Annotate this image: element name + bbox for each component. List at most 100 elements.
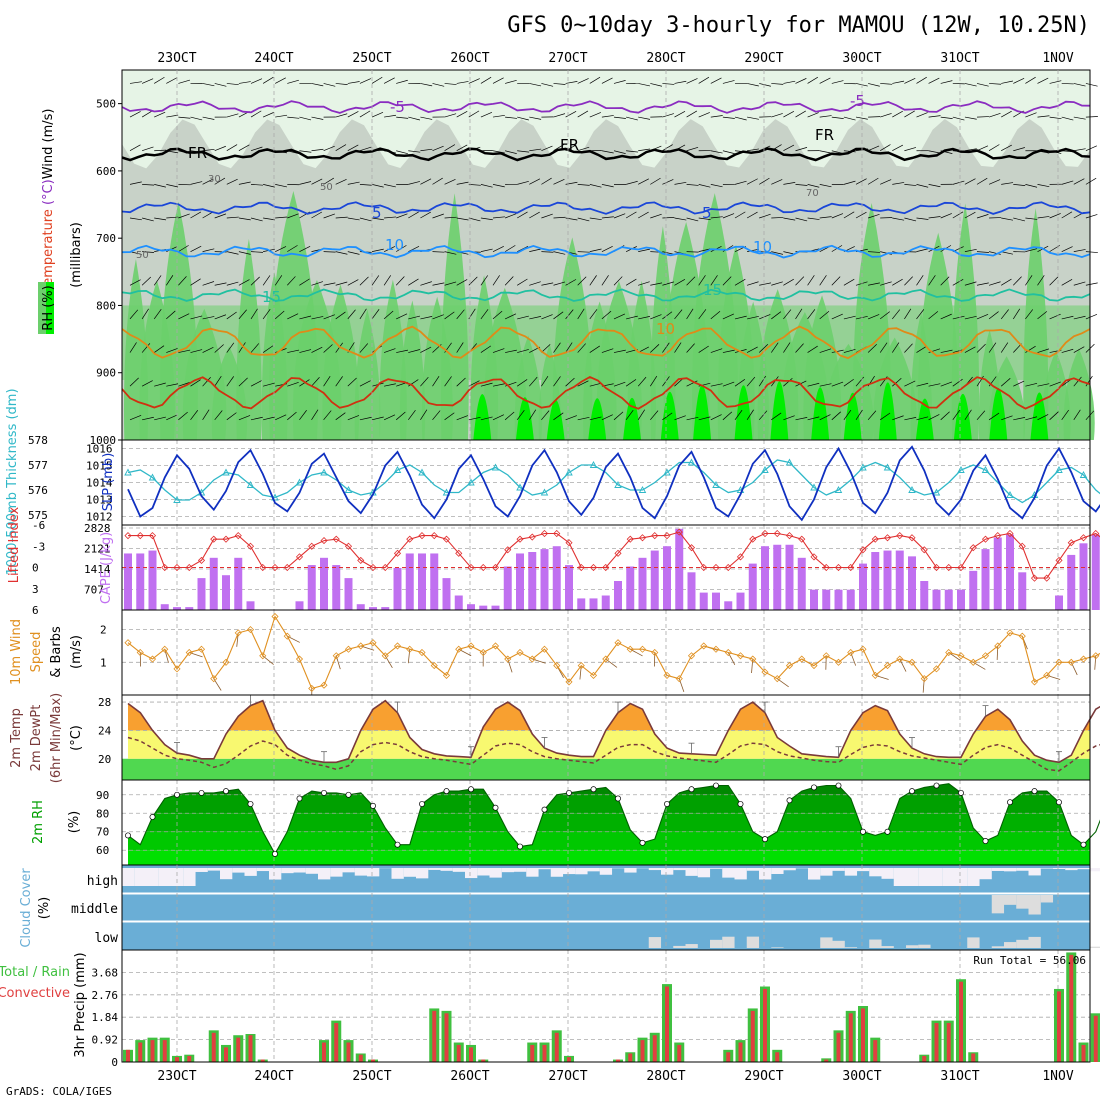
wind-barb (383, 310, 394, 320)
wind-barb (1073, 281, 1086, 286)
wind-barb (504, 313, 517, 320)
wind-barb (129, 144, 141, 152)
wind-barb (589, 345, 601, 353)
precip-convective-bar (481, 1059, 486, 1062)
wind-barb (843, 180, 856, 185)
wind-barb (674, 342, 682, 353)
wind-barb (625, 379, 637, 387)
cloud-low-patch (673, 945, 686, 948)
li-point (504, 546, 512, 554)
wind-barb (178, 313, 190, 320)
wind-barb (1025, 217, 1038, 220)
wind-speed-point (834, 658, 843, 666)
wind-barb (638, 83, 651, 87)
precip-convective-bar (346, 1042, 351, 1062)
wind-barb (250, 416, 263, 421)
cape-bar (160, 604, 169, 610)
wind-barb (1085, 83, 1098, 87)
wind-tick-label: 1 (100, 656, 107, 669)
wind-barb (771, 412, 782, 421)
wind-barb (577, 343, 586, 353)
cape-bar (601, 595, 610, 610)
wind-barb (831, 276, 841, 286)
ylabel-thickness-part: 1000-500mb Thickness (dm) (5, 388, 20, 575)
wind-barb (783, 110, 795, 118)
cape-bar (552, 546, 561, 610)
cloud-clear-middle (1004, 895, 1017, 905)
wind-barb (166, 216, 179, 219)
wind-barb (916, 382, 929, 387)
wind-barb (142, 251, 155, 253)
thickness-point (173, 496, 181, 503)
wind-barb (238, 279, 250, 286)
cape-bar (957, 589, 965, 610)
li-point (357, 556, 365, 564)
rh-point (933, 782, 940, 789)
wind-barb (565, 309, 574, 320)
cape-bar (626, 566, 635, 610)
wind-barb (263, 217, 276, 221)
cape-bar (516, 553, 524, 610)
wind-barb (952, 180, 965, 185)
wind-barb (214, 83, 227, 87)
wind-barb (928, 348, 941, 353)
wind-barb (589, 309, 598, 320)
li-point (712, 563, 720, 572)
ylabel-cloud-unit: (%) (37, 897, 52, 920)
ylabel-rh: RH (%) (41, 285, 56, 330)
cloud-clear-high (526, 868, 539, 877)
wind-barb (577, 78, 589, 84)
wind-speed-point (638, 645, 647, 653)
wind-barb (456, 377, 466, 387)
ylabel-temp-unit: (°C) (69, 725, 84, 751)
wind-speed-point (749, 655, 757, 663)
thickness-point (1055, 466, 1063, 473)
wind-barb (892, 342, 900, 353)
wind-barb (795, 147, 808, 152)
wind-barb (347, 81, 360, 84)
contour-label: FR (815, 126, 834, 144)
wind-barb (480, 112, 493, 118)
rh-saturated-plume (546, 399, 565, 440)
cloud-clear-high (244, 868, 257, 876)
precip-convective-bar (138, 1042, 143, 1062)
wind-barb (940, 381, 953, 387)
wind-barb (928, 414, 940, 421)
li-point (932, 563, 941, 572)
li-point (369, 563, 377, 572)
li-point (234, 532, 242, 540)
cape-bar (369, 607, 377, 610)
wind-speed-point (197, 645, 206, 653)
wind-barb (577, 308, 585, 320)
cloud-clear-high (538, 868, 551, 870)
wind-speed-point (565, 678, 573, 686)
rh-saturated-plume (843, 392, 862, 440)
wind-barb (1061, 279, 1073, 286)
precip-convective-bar (861, 1008, 865, 1062)
wind-barb (541, 344, 551, 353)
wind-barb (396, 116, 409, 119)
cloud-clear-high (857, 868, 870, 872)
rh-point (737, 801, 744, 807)
wind-barb (734, 116, 747, 121)
wind-barb (904, 78, 916, 84)
ylabel-rh2m: 2m RH (31, 800, 46, 844)
wind-barb (916, 275, 924, 286)
wind-barb (492, 216, 505, 219)
wind-barb (214, 344, 224, 353)
li-point (148, 532, 157, 540)
wind-barb (988, 113, 1001, 118)
cloud-low-patch (918, 944, 931, 948)
cape-bar (675, 528, 684, 610)
wind-barb (359, 184, 372, 186)
thickness-point (246, 481, 255, 488)
wind-barb (1061, 409, 1069, 421)
wind-barb (1073, 346, 1085, 353)
temp-line (127, 699, 1100, 764)
li-point (516, 535, 524, 543)
rh-point (345, 791, 352, 798)
cloud-clear-high (1016, 868, 1029, 871)
wind-barb (275, 114, 288, 118)
wind-barb (517, 150, 530, 153)
thickness-point (148, 473, 157, 481)
